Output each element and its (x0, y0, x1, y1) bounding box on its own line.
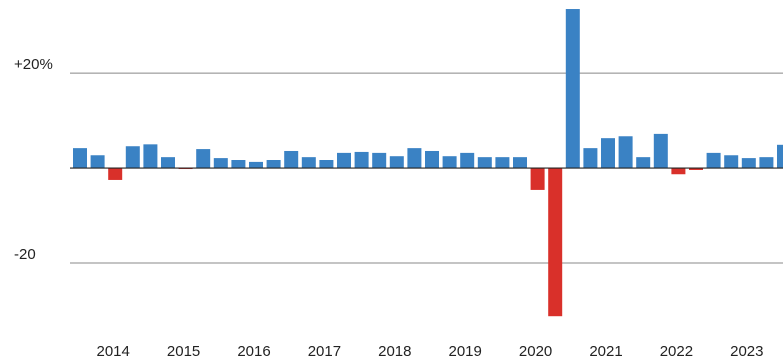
bar (759, 157, 774, 169)
bar (143, 144, 158, 169)
bar (266, 160, 281, 169)
bar (477, 157, 492, 169)
y-tick-label: -20 (14, 246, 36, 263)
bar (741, 158, 756, 169)
bar (425, 150, 439, 169)
bar (161, 157, 175, 169)
bar (301, 157, 316, 169)
bar (724, 155, 739, 169)
y-tick-label: +20% (14, 56, 53, 73)
x-tick-label: 2018 (378, 343, 411, 360)
x-tick-label: 2015 (167, 343, 200, 360)
bar (73, 148, 87, 169)
bar (565, 9, 580, 169)
bar (442, 156, 457, 169)
bar (231, 160, 246, 169)
bar (90, 155, 105, 169)
bar (389, 156, 404, 169)
x-tick-label: 2019 (449, 343, 482, 360)
x-tick-label: 2017 (308, 343, 341, 360)
bar (125, 146, 140, 169)
bar (653, 133, 668, 169)
bar (548, 168, 563, 317)
bar (583, 148, 598, 169)
bar (601, 138, 615, 169)
bar (513, 157, 527, 169)
bar (671, 168, 686, 175)
bar (354, 151, 369, 169)
bar (618, 136, 633, 169)
bar (777, 144, 783, 169)
bar (706, 152, 721, 169)
bar (460, 152, 475, 169)
x-tick-label: 2020 (519, 343, 552, 360)
x-tick-label: 2022 (660, 343, 693, 360)
bar (495, 157, 510, 169)
bar (213, 158, 228, 169)
bar (108, 168, 123, 180)
bar (372, 152, 387, 169)
x-tick-label: 2023 (730, 343, 763, 360)
bar (196, 149, 211, 169)
bar (319, 160, 334, 169)
x-tick-label: 2014 (97, 343, 130, 360)
x-tick-label: 2021 (589, 343, 622, 360)
bar (407, 148, 422, 169)
bar (636, 157, 651, 169)
bar (337, 152, 351, 169)
bar (689, 168, 703, 170)
x-tick-label: 2016 (237, 343, 270, 360)
bar (530, 168, 545, 190)
bar (284, 150, 299, 169)
bar (249, 161, 263, 169)
